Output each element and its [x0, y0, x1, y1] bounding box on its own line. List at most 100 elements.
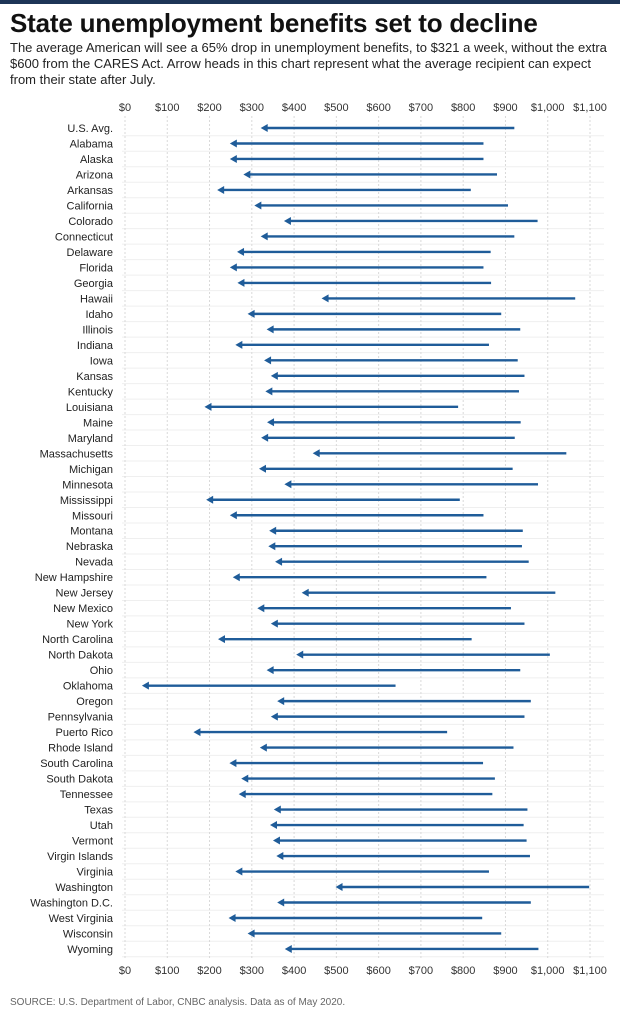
arrow-head: [270, 619, 278, 628]
category-label: Texas: [84, 805, 113, 817]
arrow-head: [229, 139, 237, 148]
arrow-head: [229, 759, 237, 768]
arrow-head: [247, 309, 255, 318]
category-label: South Dakota: [46, 774, 114, 786]
category-label: Iowa: [90, 355, 114, 367]
category-label: Idaho: [85, 309, 113, 321]
x-tick-label-bottom: $500: [324, 965, 348, 977]
arrow-head: [260, 232, 268, 241]
arrow-head: [217, 185, 225, 194]
arrow-head: [277, 898, 285, 907]
x-tick-label-bottom: $1,100: [573, 965, 607, 977]
arrow-head: [241, 774, 249, 783]
arrow-head: [237, 278, 245, 287]
category-label: Alaska: [80, 154, 114, 166]
source-note: SOURCE: U.S. Department of Labor, CNBC a…: [10, 997, 346, 1008]
x-tick-label-bottom: $700: [409, 965, 433, 977]
category-label: Wisconsin: [63, 928, 113, 940]
arrow-head: [237, 247, 245, 256]
arrow-head: [284, 480, 292, 489]
category-label: New Hampshire: [35, 572, 113, 584]
category-label: Montana: [70, 526, 114, 538]
arrow-head: [266, 325, 274, 334]
category-label: Alabama: [70, 138, 114, 150]
category-label: Missouri: [72, 510, 113, 522]
category-label: Massachusetts: [40, 448, 114, 460]
arrow-head: [266, 666, 274, 675]
arrow-head: [235, 340, 243, 349]
x-tick-label-bottom: $100: [155, 965, 179, 977]
x-tick-label-top: $100: [155, 102, 179, 114]
category-label: Mississippi: [60, 495, 113, 507]
arrow-head: [312, 449, 320, 458]
category-label: Virginia: [77, 867, 114, 879]
arrow-head: [232, 573, 240, 582]
category-label: Oklahoma: [63, 681, 114, 693]
arrow-head: [270, 712, 278, 721]
top-accent-bar: [0, 0, 620, 4]
category-label: Vermont: [72, 836, 113, 848]
category-label: Pennsylvania: [48, 712, 114, 724]
arrow-head: [301, 588, 309, 597]
category-label: New Jersey: [56, 588, 114, 600]
category-label: Kentucky: [68, 386, 114, 398]
category-label: Connecticut: [55, 231, 113, 243]
arrow-head: [218, 635, 225, 644]
category-label: Delaware: [67, 247, 113, 259]
arrow-head: [257, 604, 265, 613]
x-tick-label-bottom: $900: [493, 965, 517, 977]
arrow-head: [273, 805, 281, 814]
category-label: Hawaii: [80, 293, 113, 305]
category-label: New Mexico: [53, 603, 113, 615]
category-label: Illinois: [82, 324, 113, 336]
x-tick-label-top: $800: [451, 102, 475, 114]
category-label: Louisiana: [66, 402, 114, 414]
arrow-head: [243, 170, 251, 179]
category-label: South Carolina: [40, 758, 114, 770]
arrow-head: [265, 387, 273, 396]
arrow-head: [229, 511, 237, 520]
arrow-head: [260, 124, 268, 132]
x-tick-label-top: $300: [240, 102, 264, 114]
chart-title: State unemployment benefits set to decli…: [10, 8, 538, 38]
arrow-head: [261, 433, 269, 442]
x-tick-label-bottom: $400: [282, 965, 306, 977]
category-label: U.S. Avg.: [67, 123, 113, 135]
x-tick-label-bottom: $200: [197, 965, 221, 977]
category-label: Virgin Islands: [47, 851, 113, 863]
x-tick-label-top: $500: [324, 102, 348, 114]
arrow-head: [264, 356, 272, 365]
category-label: West Virginia: [49, 913, 114, 925]
x-tick-label-top: $900: [493, 102, 517, 114]
x-tick-label-top: $1,100: [573, 102, 607, 114]
x-tick-label-bottom: $800: [451, 965, 475, 977]
category-label: Oregon: [76, 696, 113, 708]
category-label: Georgia: [74, 278, 114, 290]
chart-subtitle: The average American will see a 65% drop…: [10, 40, 607, 87]
category-label: Indiana: [77, 340, 114, 352]
x-tick-label-top: $400: [282, 102, 306, 114]
category-label: Maine: [83, 417, 113, 429]
arrow-head: [204, 402, 212, 411]
category-label: Kansas: [76, 371, 113, 383]
x-tick-label-top: $600: [366, 102, 390, 114]
arrow-head: [235, 867, 243, 876]
category-label: Arkansas: [67, 185, 113, 197]
category-label: North Dakota: [48, 650, 114, 662]
x-tick-label-top: $200: [197, 102, 221, 114]
category-label: Puerto Rico: [56, 727, 113, 739]
arrow-head: [276, 852, 284, 861]
category-label: Minnesota: [62, 479, 114, 491]
arrow-head: [277, 697, 285, 706]
arrow-head: [283, 216, 291, 225]
arrow-head: [267, 418, 275, 427]
category-label: Colorado: [68, 216, 113, 228]
arrow-head: [270, 371, 278, 380]
category-label: Washington: [55, 882, 113, 894]
arrow-head: [284, 944, 292, 953]
arrow-head: [269, 821, 277, 830]
category-label: Rhode Island: [48, 743, 113, 755]
category-label: Ohio: [90, 665, 113, 677]
arrow-head: [268, 542, 276, 551]
